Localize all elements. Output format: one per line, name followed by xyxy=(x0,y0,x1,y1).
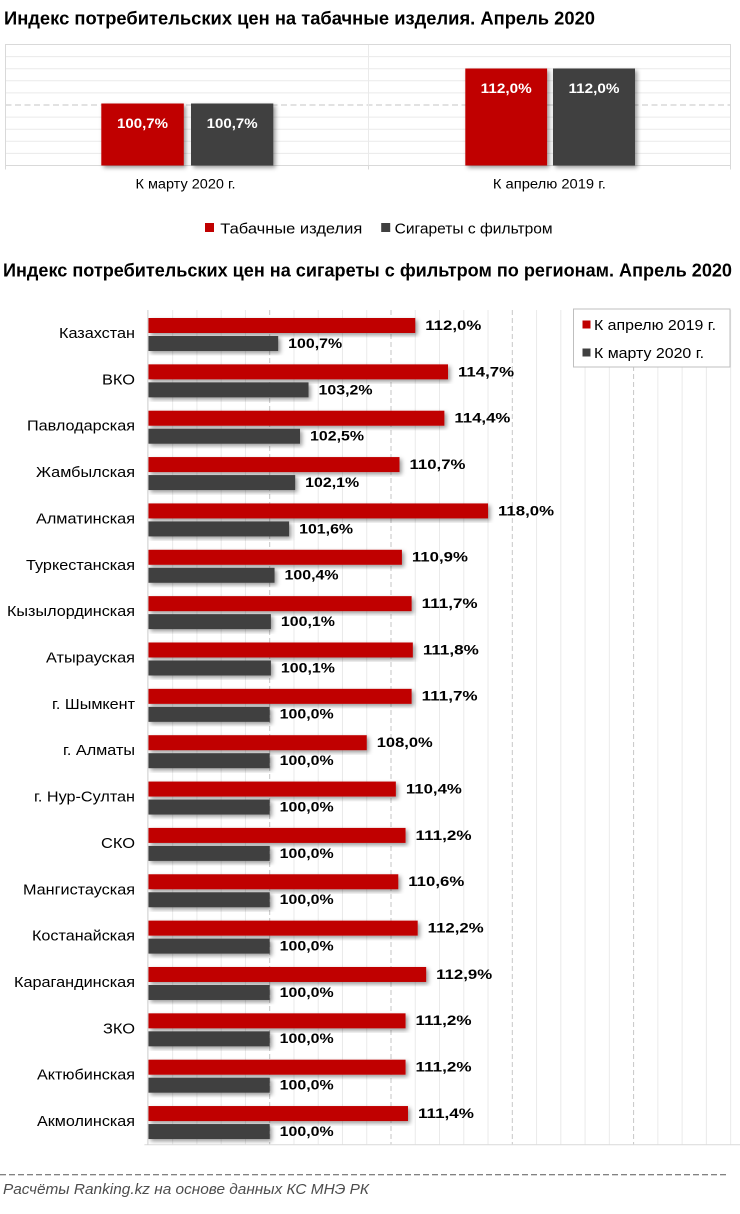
svg-text:112,0%: 112,0% xyxy=(425,318,481,333)
svg-text:112,0%: 112,0% xyxy=(481,81,532,96)
svg-text:Костанайская: Костанайская xyxy=(32,928,135,945)
svg-text:К марту 2020 г.: К марту 2020 г. xyxy=(594,346,704,362)
svg-text:112,2%: 112,2% xyxy=(428,921,484,936)
svg-text:111,7%: 111,7% xyxy=(422,689,478,704)
svg-text:111,2%: 111,2% xyxy=(416,1060,472,1075)
svg-text:103,2%: 103,2% xyxy=(319,382,373,397)
svg-text:Расчёты Ranking.kz на основе д: Расчёты Ranking.kz на основе данных КС М… xyxy=(3,1181,370,1198)
svg-text:110,6%: 110,6% xyxy=(408,874,464,889)
svg-text:Актюбинская: Актюбинская xyxy=(37,1067,135,1084)
svg-text:Индекс потребительских цен на: Индекс потребительских цен на табачные и… xyxy=(4,9,595,29)
svg-text:102,1%: 102,1% xyxy=(305,475,359,490)
svg-text:100,0%: 100,0% xyxy=(280,985,334,1000)
svg-text:114,7%: 114,7% xyxy=(458,364,514,379)
svg-text:100,7%: 100,7% xyxy=(207,116,258,131)
svg-text:100,0%: 100,0% xyxy=(280,1078,334,1093)
svg-text:110,9%: 110,9% xyxy=(412,550,468,565)
svg-text:Мангистауская: Мангистауская xyxy=(23,881,135,898)
svg-text:ВКО: ВКО xyxy=(102,371,135,388)
svg-text:Казахстан: Казахстан xyxy=(59,325,135,342)
svg-text:100,4%: 100,4% xyxy=(285,568,339,583)
svg-text:г. Нур-Султан: г. Нур-Султан xyxy=(34,789,135,806)
svg-text:108,0%: 108,0% xyxy=(377,735,433,750)
svg-text:100,7%: 100,7% xyxy=(117,116,168,131)
svg-text:111,7%: 111,7% xyxy=(422,596,478,611)
svg-text:СКО: СКО xyxy=(101,835,135,852)
svg-text:Жамбылская: Жамбылская xyxy=(36,464,135,481)
svg-text:ЗКО: ЗКО xyxy=(103,1020,135,1037)
svg-text:100,0%: 100,0% xyxy=(280,1031,334,1046)
svg-text:110,7%: 110,7% xyxy=(409,457,465,472)
svg-text:г. Алматы: г. Алматы xyxy=(63,742,135,759)
svg-text:Сигареты с фильтром: Сигареты с фильтром xyxy=(395,221,553,238)
svg-text:Табачные изделия: Табачные изделия xyxy=(220,221,362,238)
svg-text:К апрелю 2019 г.: К апрелю 2019 г. xyxy=(493,177,606,192)
svg-text:112,9%: 112,9% xyxy=(436,967,492,982)
svg-text:100,0%: 100,0% xyxy=(280,753,334,768)
svg-text:118,0%: 118,0% xyxy=(498,503,554,518)
svg-text:100,1%: 100,1% xyxy=(281,614,335,629)
svg-text:100,0%: 100,0% xyxy=(280,892,334,907)
svg-text:100,7%: 100,7% xyxy=(288,336,342,351)
svg-text:Павлодарская: Павлодарская xyxy=(27,418,135,435)
svg-text:111,2%: 111,2% xyxy=(416,1013,472,1028)
svg-text:112,0%: 112,0% xyxy=(569,81,620,96)
svg-text:г. Шымкент: г. Шымкент xyxy=(52,696,135,713)
svg-text:Атырауская: Атырауская xyxy=(46,649,135,666)
svg-text:102,5%: 102,5% xyxy=(310,429,364,444)
svg-text:100,0%: 100,0% xyxy=(280,939,334,954)
svg-text:111,4%: 111,4% xyxy=(418,1106,474,1121)
svg-text:100,0%: 100,0% xyxy=(280,846,334,861)
svg-text:100,0%: 100,0% xyxy=(280,1124,334,1139)
svg-text:111,8%: 111,8% xyxy=(423,642,479,657)
svg-text:Кызылординская: Кызылординская xyxy=(7,603,135,620)
svg-text:К апрелю 2019 г.: К апрелю 2019 г. xyxy=(594,318,716,334)
svg-text:100,1%: 100,1% xyxy=(281,660,335,675)
svg-text:К марту 2020 г.: К марту 2020 г. xyxy=(136,177,236,192)
svg-text:Карагандинская: Карагандинская xyxy=(14,974,135,991)
svg-text:Алматинская: Алматинская xyxy=(36,510,135,527)
svg-text:101,6%: 101,6% xyxy=(299,521,353,536)
svg-text:100,0%: 100,0% xyxy=(280,799,334,814)
svg-text:Акмолинская: Акмолинская xyxy=(37,1113,135,1130)
svg-text:111,2%: 111,2% xyxy=(416,828,472,843)
svg-text:Индекс потребительских цен на: Индекс потребительских цен на сигареты с… xyxy=(3,261,732,281)
svg-text:114,4%: 114,4% xyxy=(454,411,510,426)
svg-text:110,4%: 110,4% xyxy=(406,781,462,796)
svg-text:100,0%: 100,0% xyxy=(280,707,334,722)
svg-text:Туркестанская: Туркестанская xyxy=(26,557,135,574)
